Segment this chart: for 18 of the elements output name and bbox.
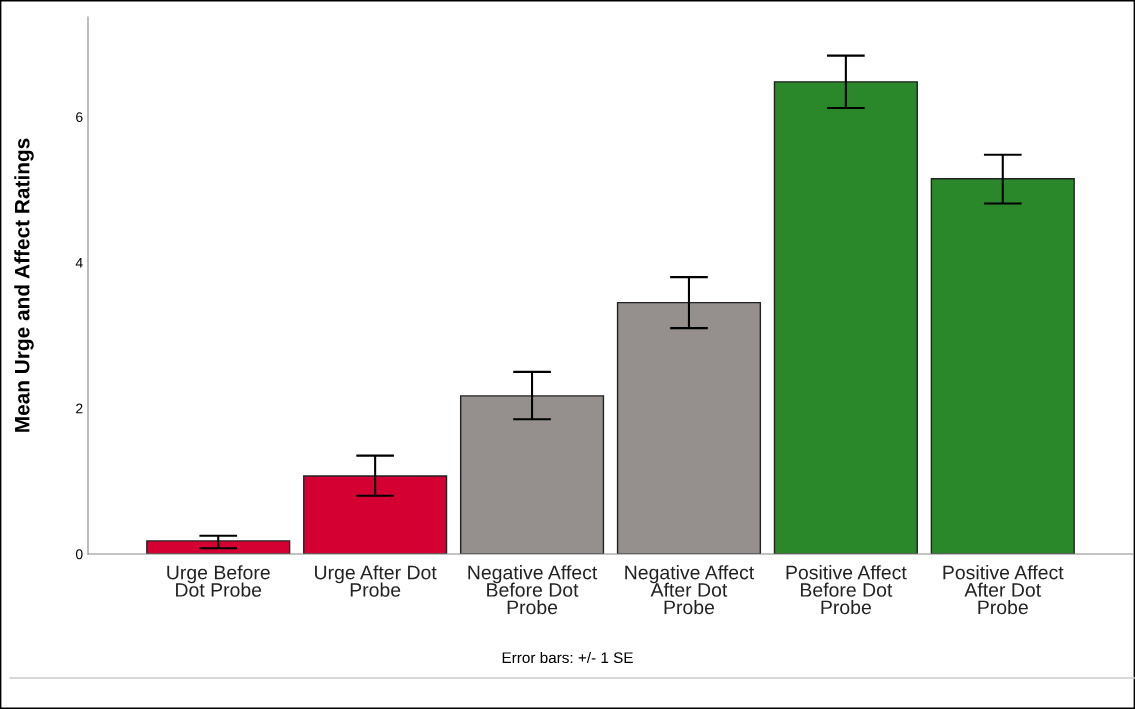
x-tick-label: Urge Before Dot Probe [167,565,270,597]
bar [616,301,762,554]
x-tick-label: Urge After Dot Probe [315,565,437,597]
bar [303,475,448,554]
y-tick-label: 4 [75,258,83,268]
text: Error bars: +/- 1 SE [502,651,633,664]
bar [146,540,291,554]
x-tick-label: Positive Affect Before Dot Probe [786,565,907,615]
x-tick-label: Negative Affect After Dot Probe [625,565,755,615]
bar [930,178,1075,554]
y-tick-label: 6 [76,112,83,122]
x-tick-label: Negative Affect Before Dot Probe [468,565,598,615]
bar [459,395,605,554]
y-tick-label: 2 [76,403,83,414]
x-tick-label: Positive Affect After Dot Probe [943,565,1064,615]
y-tick-label: 0 [75,549,83,560]
bar [773,81,918,554]
y-axis-title: Mean Urge and Affect Ratings [14,138,34,432]
